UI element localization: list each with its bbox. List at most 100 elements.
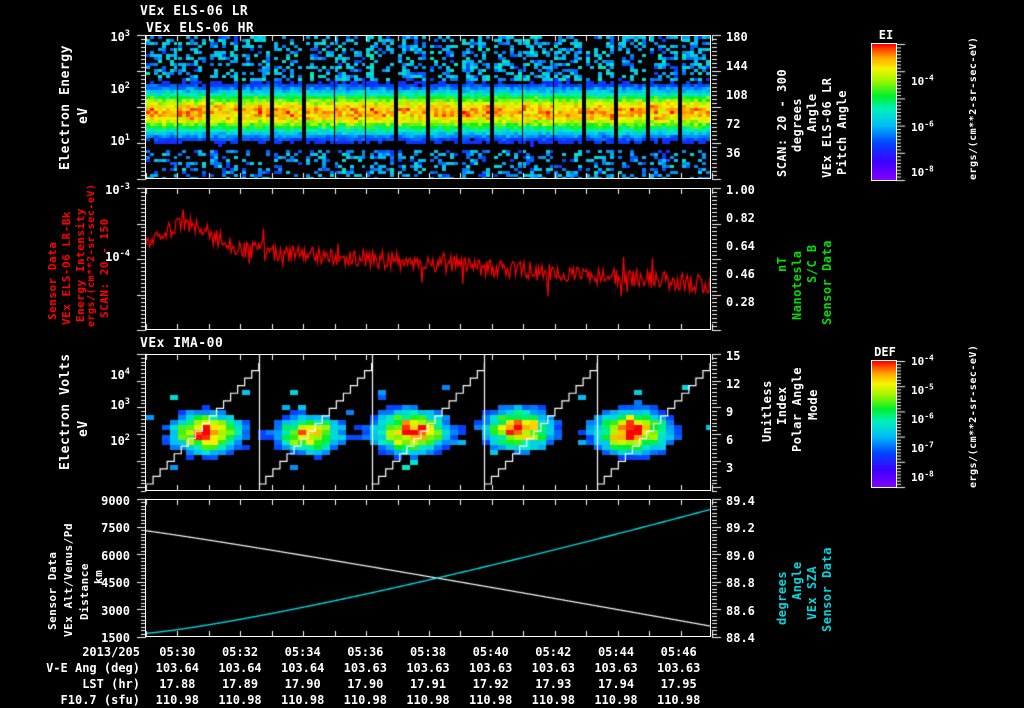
colorbar-ei-tick-2: 10-8 (911, 164, 934, 179)
footer-lst-3: 17.90 (347, 677, 384, 691)
panel2-right-tick-2: 0.64 (726, 239, 755, 253)
panel2-left-label-4: SCAN: 20 - 150 (98, 218, 111, 318)
panel1-ytick-2: 101 (110, 133, 130, 148)
panel1-right-tick-2: 108 (726, 88, 748, 102)
footer-f107-7: 110.98 (594, 693, 638, 707)
panel1-right-label-3: degrees (790, 97, 804, 152)
panel1-right-tick-3: 72 (726, 117, 741, 131)
panel4-right-label-1: VEx SZA (805, 565, 819, 620)
panel4-axis-ticks (131, 494, 727, 642)
panel2-right-tick-4: 0.28 (726, 295, 755, 309)
footer-ve-ang-4: 103.63 (406, 661, 450, 675)
panel1-right-tick-4: 36 (726, 146, 741, 160)
panel4-ytick-0: 9000 (101, 494, 130, 508)
footer-time-3: 05:36 (347, 645, 384, 659)
panel3-ytick-2: 102 (110, 433, 130, 448)
colorbar-def-title: DEF (874, 345, 896, 359)
panel3-right-label-2: Index (775, 386, 789, 425)
footer-lst-2: 17.90 (284, 677, 321, 691)
panel2-right-tick-3: 0.46 (726, 267, 755, 281)
panel2-right-label-1: S/C B (805, 244, 819, 283)
panel2-ytick-1-exp: -4 (119, 249, 130, 259)
footer-row-label-0: V-E Ang (deg) (46, 661, 140, 675)
panel3-title: VEx IMA-00 (140, 336, 224, 351)
footer-date-label: 2013/205 (82, 645, 140, 659)
footer-lst-4: 17.91 (409, 677, 447, 691)
footer-f107-3: 110.98 (343, 693, 387, 707)
footer-ve-ang-3: 103.63 (343, 661, 387, 675)
panel4-right-tick-3: 88.8 (726, 576, 755, 590)
colorbar-ei (872, 44, 896, 180)
panel4-left-label-0: Sensor Data (46, 551, 59, 630)
panel2-right-label-0: Sensor Data (820, 240, 834, 325)
panel3-yunit: eV (76, 420, 91, 437)
panel2-ytick-0-exp: -3 (119, 182, 130, 192)
footer-ve-ang-1: 103.64 (218, 661, 262, 675)
colorbar-def-tick-4: 10-8 (911, 469, 934, 484)
panel4-right-label-3: degrees (775, 570, 789, 625)
panel3-ytick-2-exp: 2 (124, 433, 130, 443)
colorbar-ei-unit: ergs/(cm**2-sr-sec-eV) (968, 36, 979, 180)
panel3-right-label-1: Polar Angle (790, 367, 804, 452)
footer-time-8: 05:46 (660, 645, 697, 659)
footer-ve-ang-0: 103.64 (155, 661, 199, 675)
panel2-right-tick-0: 1.00 (726, 183, 755, 197)
panel2-axis-ticks (131, 183, 727, 335)
colorbar-def-ticks (896, 355, 910, 493)
panel3-right-tick-1: 12 (726, 377, 741, 391)
colorbar-def-tick-3-exp: -7 (924, 440, 934, 450)
footer-ve-ang-5: 103.63 (468, 661, 513, 675)
panel1-right-label-2: Angle (805, 93, 819, 132)
footer-f107-2: 110.98 (280, 693, 325, 707)
colorbar-ei-tick-0: 10-4 (911, 73, 934, 88)
colorbar-ei-tick-1-exp: -6 (924, 119, 934, 129)
footer-f107-4: 110.98 (406, 693, 450, 707)
colorbar-def-tick-2-exp: -6 (924, 411, 934, 421)
colorbar-def-tick-1-exp: -5 (924, 382, 934, 392)
footer-time-4: 05:38 (409, 645, 447, 659)
panel1-ytick-2-exp: 1 (124, 133, 130, 143)
panel1-title-lr: VEx ELS-06 LR (140, 4, 249, 19)
panel1-right-tick-1: 144 (726, 59, 748, 73)
panel3-right-label-3: Unitless (760, 380, 774, 442)
colorbar-ei-tick-1: 10-6 (911, 119, 934, 134)
panel4-right-tick-0: 89.4 (726, 494, 755, 508)
panel3-ytick-1-exp: 3 (124, 397, 130, 407)
panel3-axis-ticks (131, 349, 727, 496)
footer-ve-ang-2: 103.64 (280, 661, 325, 675)
footer-time-0: 05:30 (159, 645, 196, 659)
colorbar-ei-frame (871, 43, 897, 181)
footer-f107-8: 110.98 (656, 693, 701, 707)
panel3-right-tick-0: 15 (726, 349, 741, 363)
colorbar-def-tick-1: 10-5 (911, 382, 934, 397)
colorbar-def-frame (871, 360, 897, 488)
panel2-left-label-1: VEx ELS-06 LR-Bk (60, 211, 73, 325)
panel4-right-label-2: Angle (790, 561, 804, 600)
panel2-left-label-0: Sensor Data (46, 241, 59, 320)
panel2-right-label-3: nT (775, 256, 789, 272)
colorbar-def-tick-4-exp: -8 (924, 469, 934, 479)
panel2-ytick-1: 10-4 (105, 249, 130, 264)
panel1-ytick-0: 103 (110, 29, 130, 44)
panel4-right-tick-2: 89.0 (726, 549, 755, 563)
footer-f107-5: 110.98 (468, 693, 513, 707)
footer-f107-1: 110.98 (218, 693, 262, 707)
panel3-right-tick-3: 6 (726, 433, 734, 447)
panel1-right-label-4: SCAN: 20 - 300 (775, 68, 789, 177)
colorbar-def-unit: ergs/(cm**2-sr-sec-eV) (968, 344, 979, 488)
panel1-axis-ticks (131, 30, 727, 184)
panel2-right-tick-1: 0.82 (726, 211, 755, 225)
panel1-right-tick-0: 180 (726, 30, 748, 44)
panel4-ytick-3: 4500 (101, 576, 130, 590)
footer-lst-8: 17.95 (660, 677, 697, 691)
panel3-right-tick-4: 3 (726, 461, 734, 475)
footer-time-1: 05:32 (221, 645, 259, 659)
colorbar-def-tick-2: 10-6 (911, 411, 934, 426)
footer-f107-6: 110.98 (531, 693, 575, 707)
footer-lst-0: 17.88 (159, 677, 196, 691)
panel1-ytick-0-exp: 3 (124, 29, 130, 39)
panel4-right-label-0: Sensor Data (820, 547, 834, 632)
colorbar-ei-ticks (896, 38, 910, 186)
panel3-ytick-0-exp: 4 (124, 367, 130, 377)
